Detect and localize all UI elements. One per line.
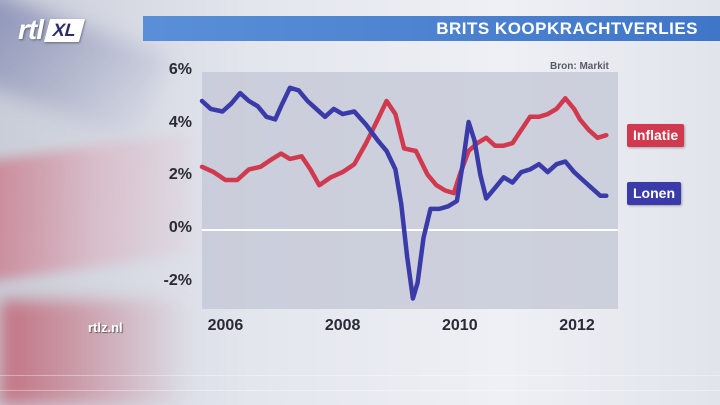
x-tick-label: 2012 [559, 317, 595, 334]
y-tick-label: 4% [168, 113, 192, 131]
y-tick-label: 6% [168, 61, 192, 78]
background-stripe [0, 390, 720, 391]
chart-title: BRITS KOOPKRACHTVERLIES [436, 19, 698, 38]
title-bar: BRITS KOOPKRACHTVERLIES [143, 16, 720, 41]
rtlz-logo: rtl XL [18, 14, 86, 46]
series-line-lonen [199, 85, 609, 301]
site-url: rtlz.nl [88, 320, 123, 335]
x-tick-label: 2010 [442, 317, 478, 334]
x-tick-label: 2008 [324, 317, 361, 334]
legend-tag-inflatie: Inflatie [627, 124, 685, 148]
y-tick-label: 0% [168, 219, 192, 236]
background-stripe [0, 375, 720, 376]
x-tick-label: 2006 [207, 317, 244, 334]
background-flag-streak-red-bottom [0, 300, 190, 405]
series-line-inflatie [199, 96, 609, 196]
legend-tag-lonen: Lonen [627, 181, 681, 205]
logo-text: rtl [18, 14, 44, 45]
chart-source: Bron: Markit [550, 61, 609, 72]
y-tick-label: -2% [163, 271, 192, 289]
y-tick-label: 2% [168, 166, 192, 184]
